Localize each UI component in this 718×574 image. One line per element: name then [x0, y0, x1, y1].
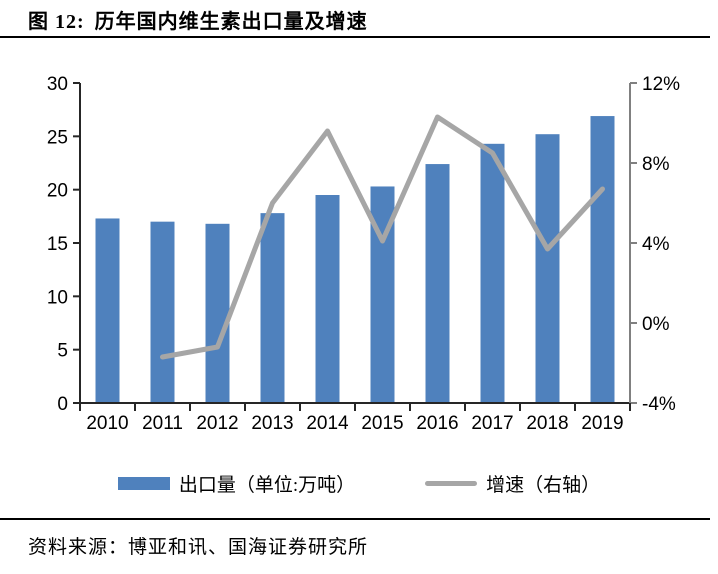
figure-caption: 历年国内维生素出口量及增速 [94, 11, 368, 33]
bar-2010 [95, 218, 120, 403]
legend-label-bars: 出口量（单位:万吨） [178, 475, 356, 496]
x-label-2011: 2011 [142, 413, 183, 434]
right-tick-label-0: 0% [642, 314, 670, 335]
bar-series-swatch [117, 477, 170, 490]
x-label-2015: 2015 [361, 413, 403, 434]
title-divider [0, 36, 710, 38]
x-label-2013: 2013 [251, 413, 293, 434]
right-tick-label-12: 12% [642, 74, 680, 95]
x-label-2017: 2017 [471, 413, 513, 434]
left-tick-label-5: 5 [57, 341, 68, 362]
right-tick-label-4: 4% [642, 234, 670, 255]
left-tick-label-25: 25 [47, 127, 68, 148]
combo-chart: 0 5 10 15 20 25 30 -4% 0% 4% 8% 12% 2010 2011 2012 2013… [47, 74, 680, 434]
bar-2017 [480, 143, 505, 404]
x-label-2010: 2010 [86, 413, 128, 434]
bar-2011 [150, 221, 175, 403]
left-tick-label-10: 10 [47, 287, 68, 308]
bar-2014 [315, 195, 340, 403]
legend-item-line: 增速（右轴） [425, 470, 600, 497]
left-tick-label-0: 0 [57, 394, 68, 415]
figure-title: 图 12: 历年国内维生素出口量及增速 [28, 5, 368, 34]
source-note: 资料来源：博亚和讯、国海证券研究所 [28, 537, 369, 558]
x-label-2014: 2014 [306, 413, 349, 434]
x-label-2012: 2012 [196, 413, 238, 434]
left-tick-label-30: 30 [47, 74, 68, 95]
bar-2019 [590, 116, 615, 404]
left-tick-label-20: 20 [47, 181, 68, 202]
bar-2018 [535, 134, 560, 403]
bar-2013 [260, 213, 285, 403]
figure-number-label: 图 12: [28, 11, 85, 33]
legend-label-line: 增速（右轴） [486, 475, 601, 496]
right-tick-label-8: 8% [642, 154, 670, 175]
bar-2016 [425, 164, 450, 403]
chart-legend: 出口量（单位:万吨） 增速（右轴） [0, 470, 718, 497]
legend-item-bars: 出口量（单位:万吨） [117, 470, 356, 497]
source-divider [0, 518, 710, 520]
growth-line [160, 114, 605, 360]
x-label-2019: 2019 [581, 413, 623, 434]
right-tick-label--4: -4% [642, 394, 676, 415]
line-series-swatch [425, 481, 478, 486]
left-tick-label-15: 15 [47, 234, 68, 255]
x-label-2018: 2018 [526, 413, 568, 434]
bar-2012 [205, 223, 230, 403]
x-label-2016: 2016 [416, 413, 458, 434]
